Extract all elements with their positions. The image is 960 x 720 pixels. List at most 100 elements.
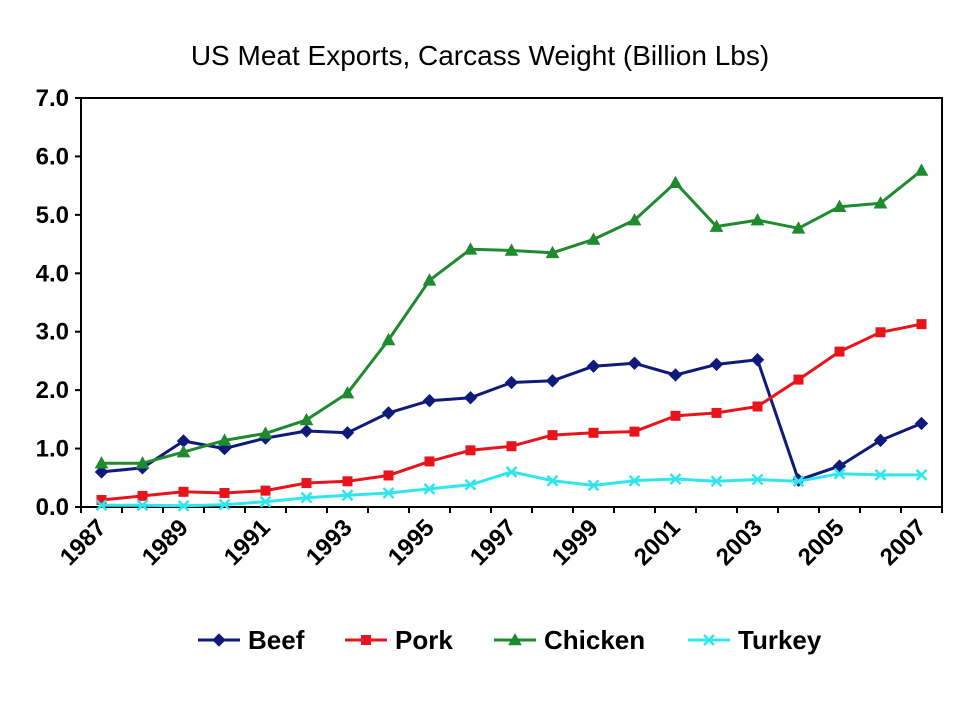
turkey-point	[792, 475, 805, 488]
turkey-point	[218, 498, 231, 511]
x-tick-label: 1995	[383, 514, 440, 571]
chicken-point	[135, 456, 150, 469]
turkey-point	[833, 467, 846, 480]
pork-point	[629, 426, 640, 437]
legend-marker	[212, 633, 226, 647]
x-tick-label: 1993	[301, 514, 358, 571]
turkey-point	[915, 468, 928, 481]
beef-point	[340, 426, 355, 440]
beef-point	[463, 391, 478, 405]
pork-point	[301, 478, 312, 489]
chicken-point	[258, 426, 273, 439]
beef-point	[545, 374, 560, 388]
series-chicken	[94, 163, 929, 469]
legend-item-chicken: Chicken	[494, 625, 645, 655]
pork-point	[588, 427, 599, 438]
beef-point	[381, 406, 396, 420]
series-group	[94, 163, 929, 512]
pork-point	[342, 476, 353, 487]
chicken-point	[545, 245, 560, 259]
series-turkey	[95, 466, 928, 512]
chicken-point	[463, 242, 478, 255]
beef-point	[873, 433, 888, 448]
chicken-point	[668, 175, 683, 189]
legend-marker	[703, 634, 715, 646]
turkey-point	[300, 491, 313, 504]
beef-point	[709, 357, 724, 372]
chicken-point	[750, 213, 765, 226]
pork-point	[137, 490, 148, 501]
pork-point	[178, 486, 189, 497]
turkey-point	[259, 495, 272, 508]
legend-marker	[508, 632, 522, 646]
legend-marker	[361, 635, 371, 645]
chicken-point	[299, 412, 314, 426]
pork-point	[670, 410, 681, 421]
pork-point	[711, 407, 722, 418]
beef-point	[914, 416, 929, 431]
legend-label: Pork	[395, 625, 453, 655]
turkey-point	[382, 487, 395, 499]
chicken-point	[340, 386, 355, 399]
turkey-point	[628, 474, 641, 487]
y-tick-label: 5.0	[36, 202, 69, 229]
chicken-point	[709, 219, 724, 232]
chicken-point	[627, 213, 642, 226]
turkey-point	[587, 479, 600, 492]
legend-label: Beef	[248, 625, 305, 655]
y-tick-label: 4.0	[36, 260, 69, 287]
pork-point	[96, 494, 107, 505]
y-tick-label: 3.0	[36, 319, 69, 346]
y-tick-label: 6.0	[36, 143, 69, 170]
pork-point	[219, 487, 230, 498]
beef-point	[750, 353, 765, 367]
x-tick-label: 2003	[711, 514, 768, 571]
turkey-point	[177, 499, 190, 512]
pork-point	[506, 441, 517, 452]
turkey-point	[464, 478, 477, 491]
beef-point	[586, 359, 601, 373]
turkey-point	[423, 483, 436, 495]
pork-point	[465, 445, 476, 456]
pork-point	[547, 430, 558, 441]
pork-point	[793, 374, 804, 385]
series-pork	[96, 319, 927, 505]
chicken-point	[791, 221, 806, 234]
chicken-point	[832, 199, 847, 212]
y-tick-label: 1.0	[36, 436, 69, 463]
chicken-point	[217, 433, 232, 446]
y-tick-label: 0.0	[36, 494, 69, 521]
legend-label: Chicken	[544, 625, 645, 655]
chicken-point	[873, 196, 888, 209]
chicken-point	[504, 243, 519, 256]
chicken-point	[586, 232, 601, 245]
turkey-point	[751, 473, 764, 486]
beef-point	[299, 424, 314, 438]
pork-point	[383, 470, 394, 481]
pork-point	[260, 485, 271, 496]
chicken-point	[381, 332, 396, 346]
x-tick-label: 1991	[219, 514, 276, 571]
turkey-point	[136, 499, 149, 512]
legend-label: Turkey	[738, 625, 822, 655]
pork-point	[834, 346, 845, 357]
x-tick-label: 1987	[55, 514, 112, 571]
beef-point	[94, 465, 109, 479]
beef-point	[504, 375, 519, 390]
y-tick-label: 7.0	[36, 85, 69, 112]
pork-point	[916, 319, 927, 330]
pork-point	[752, 401, 763, 412]
x-tick-label: 1999	[547, 514, 604, 571]
x-tick-label: 2001	[629, 514, 686, 571]
chart-title: US Meat Exports, Carcass Weight (Billion…	[191, 40, 769, 71]
turkey-point	[95, 499, 108, 512]
turkey-point	[546, 474, 559, 487]
turkey-point	[341, 489, 354, 502]
pork-point	[875, 327, 886, 338]
x-tick-label: 1997	[465, 514, 522, 571]
pork-point	[424, 456, 435, 467]
legend: Beef Pork Chicken Turkey	[198, 625, 822, 655]
y-tick-label: 2.0	[36, 377, 69, 404]
chicken-point	[176, 445, 191, 458]
